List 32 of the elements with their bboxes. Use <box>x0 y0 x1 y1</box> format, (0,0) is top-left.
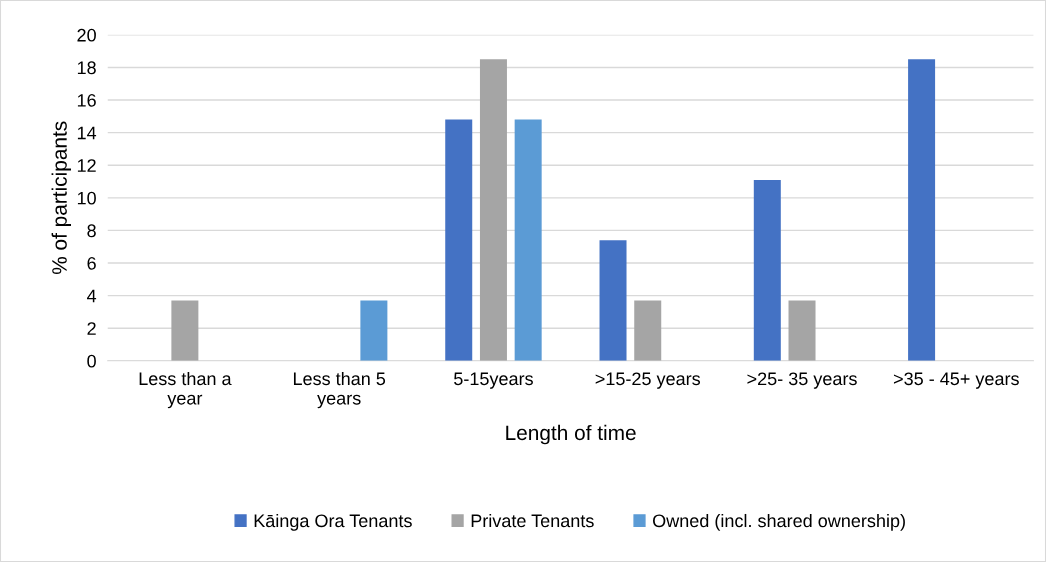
y-tick-label: 4 <box>87 289 97 303</box>
y-tick-label: 18 <box>77 61 96 75</box>
x-axis-title: Length of time <box>506 424 636 445</box>
bar <box>514 119 542 361</box>
legend-label: Private Tenants <box>471 513 594 528</box>
x-tick-label: >35 - 45+ years <box>893 372 1019 389</box>
y-axis-title: % of participants <box>51 121 71 275</box>
bar <box>753 179 781 361</box>
y-tick-label: 8 <box>87 224 96 238</box>
bar <box>171 300 199 361</box>
bar <box>634 300 662 361</box>
bar <box>788 300 816 361</box>
bar <box>479 59 507 361</box>
bar <box>908 59 936 361</box>
y-tick-label: 0 <box>87 354 96 368</box>
y-tick-label: 10 <box>77 191 96 205</box>
y-tick-label: 6 <box>87 256 96 270</box>
x-tick-label: Less than a year <box>139 371 232 409</box>
y-tick-label: 12 <box>77 159 96 172</box>
x-tick-label: >25- 35 years <box>747 372 857 389</box>
y-tick-label: 2 <box>87 322 96 335</box>
bar <box>360 300 388 361</box>
y-tick-label: 14 <box>77 126 97 140</box>
bar <box>445 119 473 361</box>
x-tick-label: Less than 5 years <box>293 371 386 409</box>
y-tick-label: 20 <box>77 28 96 42</box>
legend-label: Kāinga Ora Tenants <box>254 513 412 531</box>
x-tick-label: 5-15years <box>454 372 533 389</box>
bar <box>599 240 627 361</box>
y-tick-label: 16 <box>77 93 96 107</box>
legend-label: Owned (incl. shared ownership) <box>653 513 905 531</box>
x-tick-label: >15-25 years <box>595 372 701 389</box>
